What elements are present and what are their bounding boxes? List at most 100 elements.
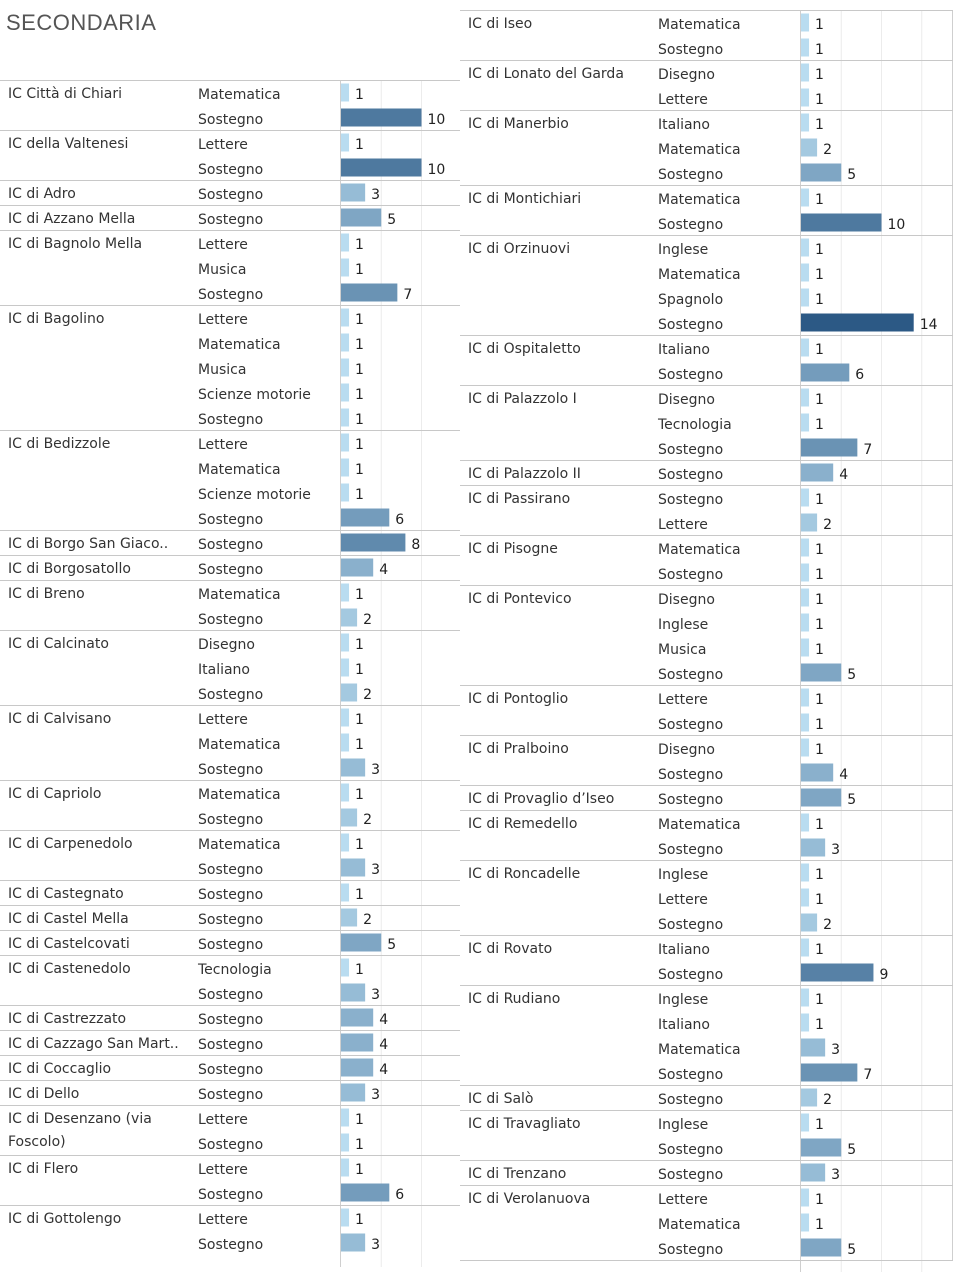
bar[interactable] <box>341 608 358 627</box>
table-row[interactable]: Matematica 1 <box>198 833 364 854</box>
bar[interactable] <box>341 1208 350 1227</box>
bar[interactable] <box>341 358 350 377</box>
bar[interactable] <box>341 108 422 127</box>
table-row[interactable]: Sostegno 1 <box>658 38 824 59</box>
bar[interactable] <box>341 908 358 927</box>
table-row[interactable]: Matematica 1 <box>198 333 364 354</box>
bar[interactable] <box>801 138 818 157</box>
table-row[interactable]: Italiano 1 <box>198 658 364 679</box>
table-row[interactable]: Disegno 1 <box>658 388 824 409</box>
table-row[interactable]: Matematica 1 <box>198 458 364 479</box>
bar[interactable] <box>341 1233 366 1252</box>
bar[interactable] <box>801 813 810 832</box>
bar[interactable] <box>801 213 882 232</box>
table-row[interactable]: Sostegno 2 <box>198 808 372 829</box>
table-row[interactable]: Sostegno 7 <box>658 1063 872 1084</box>
bar[interactable] <box>801 588 810 607</box>
table-row[interactable]: Sostegno 3 <box>198 983 380 1004</box>
bar[interactable] <box>801 1213 810 1232</box>
bar[interactable] <box>341 508 390 527</box>
bar[interactable] <box>801 288 810 307</box>
bar[interactable] <box>341 258 350 277</box>
table-row[interactable]: Matematica 1 <box>198 83 364 104</box>
table-row[interactable]: Disegno 1 <box>198 633 364 654</box>
table-row[interactable]: Sostegno 5 <box>198 933 396 954</box>
table-row[interactable]: Matematica 1 <box>658 188 824 209</box>
bar[interactable] <box>341 1183 390 1202</box>
table-row[interactable]: Lettere 1 <box>658 688 824 709</box>
table-row[interactable]: Sostegno 1 <box>658 713 824 734</box>
table-row[interactable]: Sostegno 4 <box>198 1033 388 1054</box>
table-row[interactable]: Lettere 1 <box>198 133 364 154</box>
table-row[interactable]: Sostegno 3 <box>198 858 380 879</box>
table-row[interactable]: Sostegno 4 <box>658 463 848 484</box>
bar[interactable] <box>341 883 350 902</box>
bar[interactable] <box>801 638 810 657</box>
table-row[interactable]: Sostegno 1 <box>198 1133 364 1154</box>
table-row[interactable]: Sostegno 4 <box>198 1058 388 1079</box>
table-row[interactable]: Lettere 1 <box>198 1158 364 1179</box>
bar[interactable] <box>341 858 366 877</box>
bar[interactable] <box>801 163 842 182</box>
bar[interactable] <box>341 683 358 702</box>
bar[interactable] <box>801 63 810 82</box>
bar[interactable] <box>341 233 350 252</box>
bar[interactable] <box>801 1063 858 1082</box>
table-row[interactable]: Sostegno 10 <box>658 213 905 234</box>
table-row[interactable]: Lettere 1 <box>198 1108 364 1129</box>
bar[interactable] <box>341 1133 350 1152</box>
bar[interactable] <box>341 183 366 202</box>
table-row[interactable]: Sostegno 2 <box>658 1088 832 1109</box>
table-row[interactable]: Sostegno 2 <box>658 913 832 934</box>
table-row[interactable]: Spagnolo 1 <box>658 288 824 309</box>
table-row[interactable]: Matematica 3 <box>658 1038 840 1059</box>
table-row[interactable]: Musica 1 <box>198 258 364 279</box>
bar[interactable] <box>341 558 374 577</box>
bar[interactable] <box>341 208 382 227</box>
table-row[interactable]: Matematica 1 <box>198 733 364 754</box>
bar[interactable] <box>801 463 834 482</box>
table-row[interactable]: Italiano 1 <box>658 938 824 959</box>
bar[interactable] <box>801 563 810 582</box>
table-row[interactable]: Tecnologia 1 <box>657 413 824 434</box>
table-row[interactable]: Lettere 1 <box>198 708 364 729</box>
table-row[interactable]: Sostegno 3 <box>658 1163 840 1184</box>
bar[interactable] <box>801 188 810 207</box>
table-row[interactable]: Sostegno 5 <box>658 788 856 809</box>
bar[interactable] <box>801 688 810 707</box>
bar[interactable] <box>801 1113 810 1132</box>
bar[interactable] <box>801 263 810 282</box>
table-row[interactable]: Sostegno 5 <box>658 663 856 684</box>
bar[interactable] <box>801 338 810 357</box>
table-row[interactable]: Disegno 1 <box>658 63 824 84</box>
bar[interactable] <box>801 963 874 982</box>
table-row[interactable]: Sostegno 4 <box>198 1008 388 1029</box>
table-row[interactable]: Sostegno 14 <box>658 313 938 334</box>
table-row[interactable]: Lettere 1 <box>198 308 364 329</box>
bar[interactable] <box>801 763 834 782</box>
bar[interactable] <box>341 1058 374 1077</box>
table-row[interactable]: Matematica 1 <box>658 263 824 284</box>
table-row[interactable]: Sostegno 10 <box>198 108 445 129</box>
table-row[interactable]: Italiano 1 <box>658 338 824 359</box>
bar[interactable] <box>341 533 406 552</box>
bar[interactable] <box>801 988 810 1007</box>
bar[interactable] <box>801 1238 842 1257</box>
table-row[interactable]: Italiano 1 <box>658 113 824 134</box>
bar[interactable] <box>801 838 826 857</box>
bar[interactable] <box>801 1138 842 1157</box>
table-row[interactable]: Lettere 1 <box>198 1208 364 1229</box>
bar[interactable] <box>801 313 914 332</box>
table-row[interactable]: Sostegno 4 <box>658 763 848 784</box>
bar[interactable] <box>801 1188 810 1207</box>
bar[interactable] <box>801 713 810 732</box>
table-row[interactable]: Sostegno 5 <box>658 1238 856 1259</box>
table-row[interactable]: Sostegno 3 <box>198 1083 380 1104</box>
table-row[interactable]: Sostegno 7 <box>198 283 412 304</box>
table-row[interactable]: Lettere 1 <box>198 233 364 254</box>
bar[interactable] <box>341 1033 374 1052</box>
table-row[interactable]: Musica 1 <box>658 638 824 659</box>
table-row[interactable]: Sostegno 5 <box>658 1138 856 1159</box>
table-row[interactable]: Lettere 2 <box>658 513 832 534</box>
bar[interactable] <box>801 363 850 382</box>
